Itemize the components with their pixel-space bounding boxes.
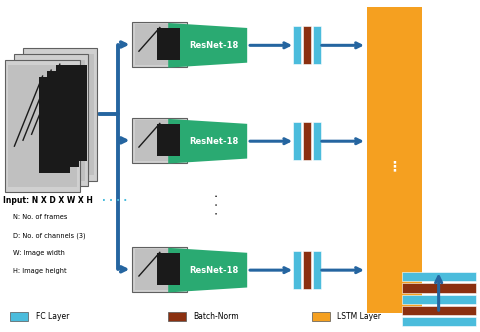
FancyBboxPatch shape bbox=[303, 251, 311, 289]
Text: · · · ·: · · · · bbox=[102, 196, 127, 206]
FancyBboxPatch shape bbox=[313, 26, 321, 64]
FancyBboxPatch shape bbox=[293, 26, 301, 64]
FancyBboxPatch shape bbox=[303, 26, 311, 64]
FancyBboxPatch shape bbox=[313, 122, 321, 160]
Text: W: Image width: W: Image width bbox=[12, 250, 64, 256]
FancyBboxPatch shape bbox=[157, 124, 180, 156]
FancyBboxPatch shape bbox=[157, 28, 180, 60]
Text: H: Image height: H: Image height bbox=[12, 269, 66, 275]
FancyBboxPatch shape bbox=[293, 122, 301, 160]
Text: ResNet-18: ResNet-18 bbox=[189, 266, 238, 275]
FancyBboxPatch shape bbox=[293, 251, 301, 289]
FancyBboxPatch shape bbox=[168, 312, 186, 321]
FancyBboxPatch shape bbox=[402, 272, 476, 282]
Polygon shape bbox=[168, 248, 247, 292]
FancyBboxPatch shape bbox=[402, 284, 476, 292]
Text: N: No. of frames: N: No. of frames bbox=[12, 214, 67, 220]
FancyBboxPatch shape bbox=[25, 53, 94, 175]
Text: Batch-Norm: Batch-Norm bbox=[193, 312, 239, 321]
FancyBboxPatch shape bbox=[402, 306, 476, 315]
Text: D: No. of channels (3): D: No. of channels (3) bbox=[12, 232, 85, 239]
FancyBboxPatch shape bbox=[39, 77, 70, 173]
Text: FC Layer: FC Layer bbox=[36, 312, 69, 321]
FancyBboxPatch shape bbox=[134, 120, 185, 161]
FancyBboxPatch shape bbox=[402, 294, 476, 304]
FancyBboxPatch shape bbox=[132, 247, 187, 291]
FancyBboxPatch shape bbox=[14, 54, 88, 187]
FancyBboxPatch shape bbox=[10, 312, 28, 321]
Text: LSTM Layer: LSTM Layer bbox=[337, 312, 381, 321]
FancyBboxPatch shape bbox=[303, 122, 311, 160]
Text: · · ·: · · · bbox=[212, 193, 226, 215]
FancyBboxPatch shape bbox=[313, 251, 321, 289]
FancyBboxPatch shape bbox=[132, 22, 187, 67]
FancyBboxPatch shape bbox=[402, 317, 476, 326]
FancyBboxPatch shape bbox=[132, 118, 187, 163]
Polygon shape bbox=[168, 23, 247, 68]
FancyBboxPatch shape bbox=[5, 60, 80, 193]
Text: ResNet-18: ResNet-18 bbox=[189, 137, 238, 146]
FancyBboxPatch shape bbox=[157, 253, 180, 285]
FancyBboxPatch shape bbox=[367, 7, 422, 313]
Text: ResNet-18: ResNet-18 bbox=[189, 41, 238, 50]
FancyBboxPatch shape bbox=[48, 71, 79, 167]
FancyBboxPatch shape bbox=[312, 312, 330, 321]
FancyBboxPatch shape bbox=[134, 249, 185, 290]
FancyBboxPatch shape bbox=[56, 65, 87, 161]
FancyBboxPatch shape bbox=[9, 65, 77, 187]
FancyBboxPatch shape bbox=[23, 48, 97, 181]
Polygon shape bbox=[168, 119, 247, 164]
Text: Input: N X D X W X H: Input: N X D X W X H bbox=[3, 196, 93, 205]
FancyBboxPatch shape bbox=[17, 59, 85, 181]
Text: ⋮: ⋮ bbox=[387, 159, 401, 173]
FancyBboxPatch shape bbox=[134, 24, 185, 65]
